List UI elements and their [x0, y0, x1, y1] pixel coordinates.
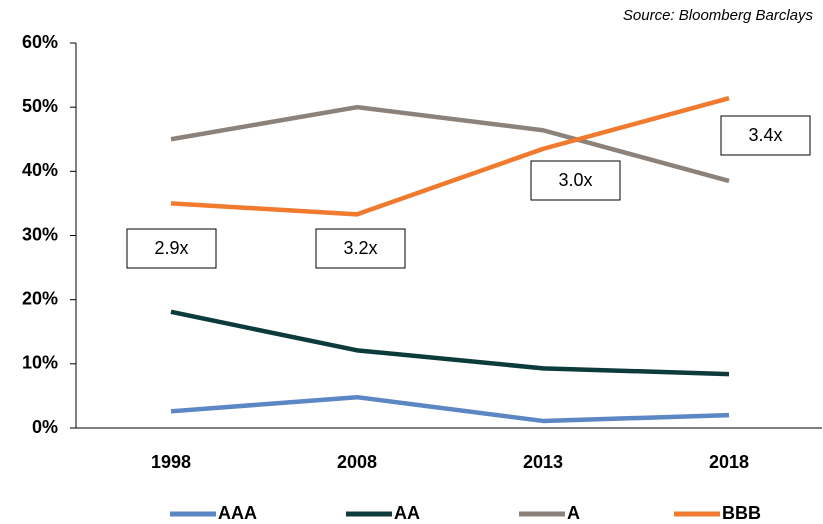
y-tick-label: 0%: [32, 417, 58, 437]
y-tick-label: 60%: [22, 32, 58, 52]
annotation: 3.4x: [748, 125, 782, 145]
annotation: 3.0x: [558, 170, 592, 190]
y-tick-label: 40%: [22, 160, 58, 180]
y-tick-label: 20%: [22, 288, 58, 308]
series-line: [170, 104, 730, 184]
annotation-box: [126, 228, 217, 269]
series-line: [170, 96, 730, 217]
x-tick-label: 2008: [337, 452, 377, 472]
x-tick-label: 2018: [709, 452, 749, 472]
y-tick-label: 10%: [22, 353, 58, 373]
series-line: [170, 309, 730, 377]
legend-label: BBB: [722, 503, 761, 523]
x-tick-label: 2013: [523, 452, 563, 472]
annotation-box: [720, 115, 811, 156]
annotation: 3.2x: [343, 238, 377, 258]
legend-label: AA: [394, 503, 420, 523]
legend-label: A: [567, 503, 580, 523]
annotation-box: [315, 228, 406, 269]
source-note: Source: Bloomberg Barclays: [623, 7, 814, 24]
y-tick-label: 50%: [22, 96, 58, 116]
annotation: 2.9x: [154, 238, 188, 258]
legend-label: AAA: [218, 503, 257, 523]
x-tick-label: 1998: [151, 452, 191, 472]
annotation-box: [530, 160, 621, 201]
y-tick-label: 30%: [22, 224, 58, 244]
series-line: [170, 394, 730, 424]
